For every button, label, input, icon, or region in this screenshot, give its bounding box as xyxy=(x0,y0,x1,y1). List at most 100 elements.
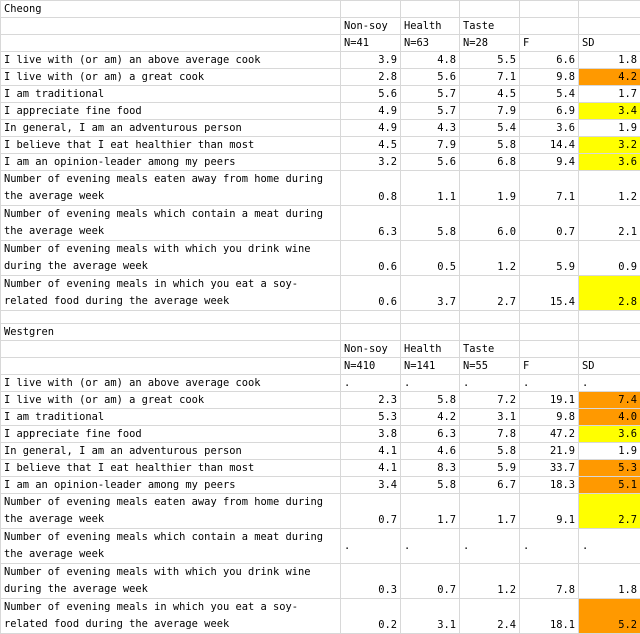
f-cell[interactable]: 9.8 xyxy=(520,69,579,86)
count-header-cell[interactable]: N=28 xyxy=(460,35,520,52)
f-cell[interactable]: 47.2 xyxy=(520,426,579,443)
value-cell[interactable]: 4.1 xyxy=(341,443,401,460)
section-title[interactable]: Westgren xyxy=(1,324,341,341)
value-cell[interactable]: 7.8 xyxy=(460,426,520,443)
count-header-cell[interactable]: F xyxy=(520,35,579,52)
group-header-cell[interactable]: Health xyxy=(401,18,460,35)
value-cell[interactable]: . xyxy=(401,529,460,564)
value-cell[interactable]: 5.9 xyxy=(460,460,520,477)
f-cell[interactable]: 15.4 xyxy=(520,276,579,311)
empty-cell[interactable] xyxy=(341,1,401,18)
f-cell[interactable]: 9.1 xyxy=(520,494,579,529)
sd-cell[interactable]: 0.9 xyxy=(579,241,640,276)
count-header-cell[interactable]: N=41 xyxy=(341,35,401,52)
row-label[interactable]: I believe that I eat healthier than most xyxy=(1,137,341,154)
empty-cell[interactable] xyxy=(460,311,520,324)
empty-cell[interactable] xyxy=(520,324,579,341)
value-cell[interactable]: 0.5 xyxy=(401,241,460,276)
empty-cell[interactable] xyxy=(401,311,460,324)
empty-cell[interactable] xyxy=(520,1,579,18)
count-header-cell[interactable]: N=63 xyxy=(401,35,460,52)
group-header-cell[interactable]: Taste xyxy=(460,18,520,35)
f-cell[interactable]: 7.8 xyxy=(520,564,579,599)
f-cell[interactable]: . xyxy=(520,375,579,392)
value-cell[interactable]: 1.7 xyxy=(460,494,520,529)
row-label[interactable]: Number of evening meals which contain a … xyxy=(1,206,341,241)
row-label[interactable]: I am an opinion-leader among my peers xyxy=(1,477,341,494)
f-cell[interactable]: 5.9 xyxy=(520,241,579,276)
f-cell[interactable]: 3.6 xyxy=(520,120,579,137)
value-cell[interactable]: 5.3 xyxy=(341,409,401,426)
value-cell[interactable]: 0.3 xyxy=(341,564,401,599)
count-header-cell[interactable]: SD xyxy=(579,35,640,52)
value-cell[interactable]: 6.0 xyxy=(460,206,520,241)
empty-cell[interactable] xyxy=(1,18,341,35)
empty-cell[interactable] xyxy=(401,324,460,341)
sd-cell[interactable]: 1.2 xyxy=(579,171,640,206)
value-cell[interactable]: 3.1 xyxy=(401,599,460,634)
value-cell[interactable]: 0.7 xyxy=(341,494,401,529)
f-cell[interactable]: 19.1 xyxy=(520,392,579,409)
row-label[interactable]: Number of evening meals in which you eat… xyxy=(1,599,341,634)
f-cell[interactable]: 18.1 xyxy=(520,599,579,634)
sd-cell[interactable]: 5.2 xyxy=(579,599,640,634)
value-cell[interactable]: . xyxy=(460,375,520,392)
value-cell[interactable]: 6.3 xyxy=(341,206,401,241)
value-cell[interactable]: 5.6 xyxy=(401,154,460,171)
value-cell[interactable]: 3.8 xyxy=(341,426,401,443)
f-cell[interactable]: 0.7 xyxy=(520,206,579,241)
value-cell[interactable]: 1.9 xyxy=(460,171,520,206)
sd-cell[interactable]: 1.9 xyxy=(579,120,640,137)
value-cell[interactable]: 4.3 xyxy=(401,120,460,137)
sd-cell[interactable]: 1.7 xyxy=(579,86,640,103)
value-cell[interactable]: 2.3 xyxy=(341,392,401,409)
sd-cell[interactable]: 4.0 xyxy=(579,409,640,426)
sd-cell[interactable]: 2.7 xyxy=(579,494,640,529)
value-cell[interactable]: 1.2 xyxy=(460,564,520,599)
value-cell[interactable]: 0.6 xyxy=(341,276,401,311)
row-label[interactable]: I live with (or am) a great cook xyxy=(1,69,341,86)
group-header-cell[interactable]: Non-soy xyxy=(341,18,401,35)
empty-cell[interactable] xyxy=(1,35,341,52)
empty-cell[interactable] xyxy=(460,324,520,341)
value-cell[interactable]: 6.8 xyxy=(460,154,520,171)
group-header-cell[interactable] xyxy=(579,18,640,35)
row-label[interactable]: I am traditional xyxy=(1,86,341,103)
row-label[interactable]: Number of evening meals which contain a … xyxy=(1,529,341,564)
row-label[interactable]: I appreciate fine food xyxy=(1,426,341,443)
value-cell[interactable]: 4.9 xyxy=(341,103,401,120)
value-cell[interactable]: 4.8 xyxy=(401,52,460,69)
empty-cell[interactable] xyxy=(1,311,341,324)
f-cell[interactable]: 7.1 xyxy=(520,171,579,206)
sd-cell[interactable]: 2.8 xyxy=(579,276,640,311)
row-label[interactable]: Number of evening meals with which you d… xyxy=(1,564,341,599)
value-cell[interactable]: 8.3 xyxy=(401,460,460,477)
value-cell[interactable]: 5.8 xyxy=(460,137,520,154)
value-cell[interactable]: 7.9 xyxy=(460,103,520,120)
sd-cell[interactable]: 3.6 xyxy=(579,154,640,171)
count-header-cell[interactable]: N=141 xyxy=(401,358,460,375)
value-cell[interactable]: 3.2 xyxy=(341,154,401,171)
f-cell[interactable]: 6.9 xyxy=(520,103,579,120)
sd-cell[interactable]: 1.8 xyxy=(579,52,640,69)
empty-cell[interactable] xyxy=(520,311,579,324)
value-cell[interactable]: 3.4 xyxy=(341,477,401,494)
value-cell[interactable]: 5.8 xyxy=(460,443,520,460)
value-cell[interactable]: 5.7 xyxy=(401,86,460,103)
row-label[interactable]: I am an opinion-leader among my peers xyxy=(1,154,341,171)
f-cell[interactable]: 14.4 xyxy=(520,137,579,154)
value-cell[interactable]: . xyxy=(460,529,520,564)
sd-cell[interactable]: 3.6 xyxy=(579,426,640,443)
value-cell[interactable]: 0.6 xyxy=(341,241,401,276)
empty-cell[interactable] xyxy=(460,1,520,18)
group-header-cell[interactable]: Non-soy xyxy=(341,341,401,358)
sd-cell[interactable]: 4.2 xyxy=(579,69,640,86)
sd-cell[interactable]: 3.2 xyxy=(579,137,640,154)
value-cell[interactable]: 5.7 xyxy=(401,103,460,120)
value-cell[interactable]: 5.6 xyxy=(341,86,401,103)
group-header-cell[interactable]: Taste xyxy=(460,341,520,358)
sd-cell[interactable]: . xyxy=(579,529,640,564)
value-cell[interactable]: 0.7 xyxy=(401,564,460,599)
value-cell[interactable]: 5.8 xyxy=(401,477,460,494)
empty-cell[interactable] xyxy=(341,324,401,341)
